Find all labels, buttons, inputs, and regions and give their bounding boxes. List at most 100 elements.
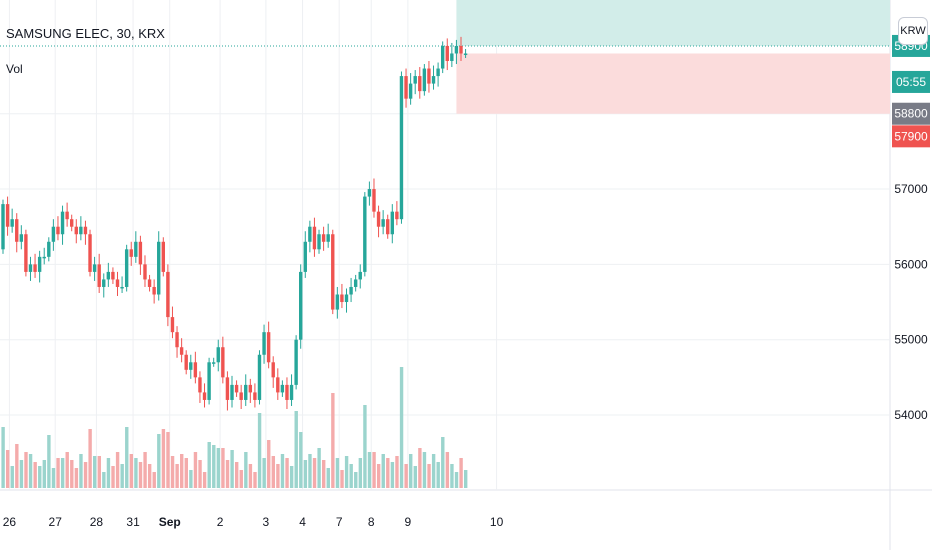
candle-body xyxy=(5,204,10,227)
target-zone xyxy=(456,0,890,46)
volume-bar xyxy=(170,456,175,488)
volume-bar xyxy=(129,454,134,488)
volume-bar xyxy=(166,432,170,488)
candle-body xyxy=(450,53,454,62)
x-tick-label: 2 xyxy=(217,515,224,529)
volume-bar xyxy=(463,470,468,488)
candle-body xyxy=(184,354,188,370)
candle-body xyxy=(92,264,97,272)
candle-body xyxy=(19,234,24,242)
volume-bar xyxy=(42,460,47,488)
candle-body xyxy=(376,211,381,227)
volume-bar xyxy=(225,460,230,488)
volume-bar xyxy=(60,458,65,488)
candle-body xyxy=(225,377,230,400)
symbol-title[interactable]: SAMSUNG ELEC, 30, KRX xyxy=(6,26,165,41)
volume-bar xyxy=(47,435,51,488)
candle-body xyxy=(234,384,239,393)
y-tick-label: 55000 xyxy=(894,333,928,347)
candle-body xyxy=(454,45,459,54)
candle-body xyxy=(33,264,37,272)
volume-bar xyxy=(358,458,363,488)
candle-body xyxy=(440,45,445,69)
candle-body xyxy=(335,294,340,310)
volume-bar xyxy=(175,464,179,488)
candle-body xyxy=(408,83,413,99)
candle-body xyxy=(170,317,175,333)
x-tick-label: 8 xyxy=(368,515,375,529)
candle-body xyxy=(111,271,115,280)
x-tick-label: 28 xyxy=(90,515,104,529)
candle-body xyxy=(152,286,156,295)
candle-body xyxy=(161,241,165,272)
candle-body xyxy=(56,226,60,235)
candle-body xyxy=(381,219,385,227)
volume-bar xyxy=(422,452,427,488)
candle-body xyxy=(418,76,422,92)
volume-bar xyxy=(381,454,385,488)
volume-bar xyxy=(276,464,280,488)
volume-legend[interactable]: Vol xyxy=(6,62,23,76)
candle-body xyxy=(175,332,179,348)
candle-body xyxy=(326,234,330,242)
candle-body xyxy=(248,384,253,393)
candle-body xyxy=(83,226,88,235)
volume-bar xyxy=(454,472,459,488)
candle-body xyxy=(244,384,248,400)
candle-body xyxy=(65,211,69,220)
volume-bar xyxy=(230,450,234,488)
volume-bar xyxy=(83,462,88,488)
volume-bar xyxy=(24,452,28,488)
candle-body xyxy=(102,279,106,287)
volume-bar xyxy=(152,472,156,488)
candle-body xyxy=(179,347,184,355)
volume-bar xyxy=(399,367,404,488)
grey-level-tag-bg xyxy=(892,102,930,125)
candle-body xyxy=(317,234,321,250)
volume-bar xyxy=(234,462,239,488)
candle-body xyxy=(331,234,335,310)
volume-bar xyxy=(340,470,344,488)
candle-body xyxy=(367,189,372,197)
candle-body xyxy=(289,384,294,400)
volume-bar xyxy=(115,452,120,488)
candle-body xyxy=(207,362,211,400)
candle-body xyxy=(395,211,399,220)
candle-body xyxy=(321,234,326,242)
volume-bar xyxy=(376,464,381,488)
candle-body xyxy=(28,264,33,272)
candle-body xyxy=(340,294,344,303)
candle-body xyxy=(37,256,42,272)
stop-zone xyxy=(456,53,890,114)
volume-bar xyxy=(193,452,198,488)
volume-bar xyxy=(120,464,124,488)
volume-bar xyxy=(367,452,372,488)
candle-body xyxy=(198,377,202,393)
candle-body xyxy=(157,241,161,295)
volume-bar xyxy=(5,450,10,488)
x-tick-label: 10 xyxy=(490,515,504,529)
volume-bar xyxy=(459,458,463,488)
candle-body xyxy=(166,271,170,318)
candle-body xyxy=(386,219,390,235)
candle-body xyxy=(308,226,312,242)
volume-bar xyxy=(138,462,143,488)
volume-bar xyxy=(79,454,83,488)
volume-bar xyxy=(184,458,188,488)
candle-body xyxy=(138,241,143,265)
candle-body xyxy=(42,256,46,259)
candle-body xyxy=(303,241,307,272)
volume-bar xyxy=(125,427,129,488)
grey-level-tag: 58800 xyxy=(894,107,928,121)
volume-bar xyxy=(344,456,349,488)
currency-button[interactable]: KRW xyxy=(898,17,928,45)
volume-bar xyxy=(331,393,335,488)
candle-body xyxy=(216,347,220,363)
candle-body xyxy=(463,53,468,55)
candle-body xyxy=(24,234,28,272)
volume-bar xyxy=(244,452,248,488)
candle-body xyxy=(120,286,124,289)
volume-bar xyxy=(88,429,92,488)
